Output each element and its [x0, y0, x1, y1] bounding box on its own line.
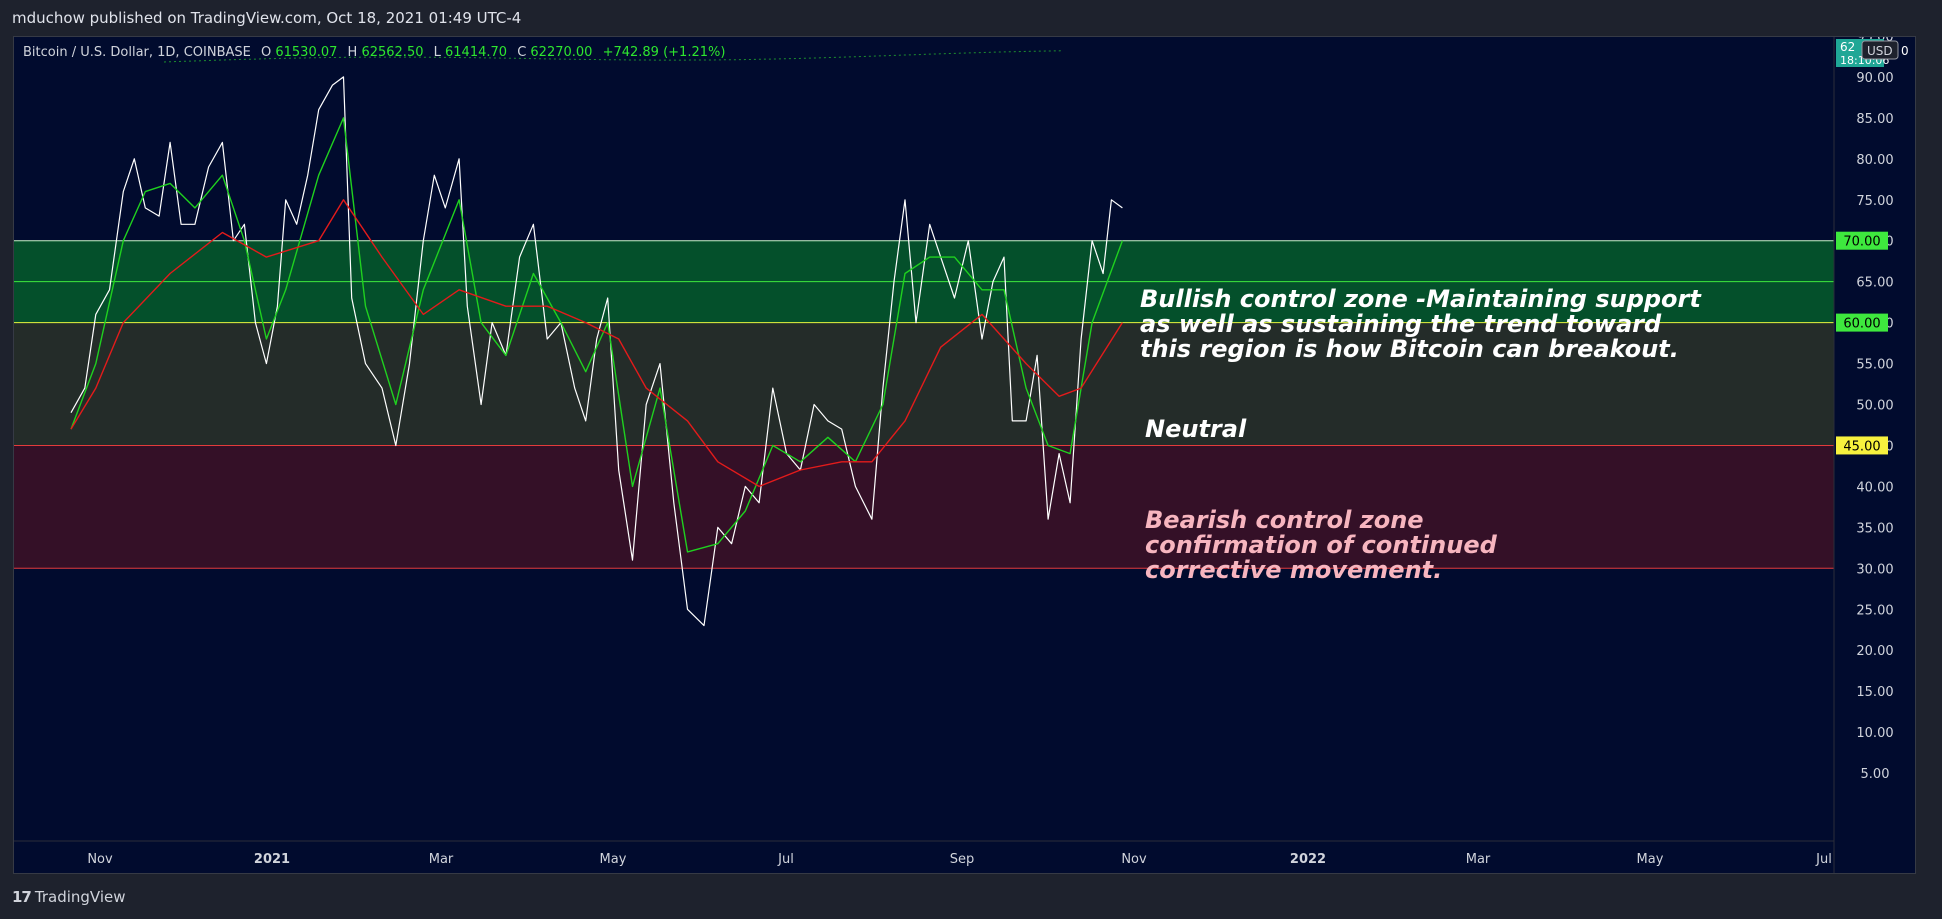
legend-close: 62270.00	[530, 45, 592, 60]
x-tick-label: May	[1637, 852, 1664, 867]
legend-change: +742.89 (+1.21%)	[603, 45, 726, 60]
y-tick-label: 40.00	[1856, 480, 1893, 495]
bullish-annotation-line-3: this region is how Bitcoin can breakout.	[1140, 335, 1679, 363]
level-badge-label: 70.00	[1843, 235, 1880, 250]
level-badge-60	[1836, 313, 1888, 332]
fast-ma-line	[70, 117, 1124, 553]
level-badge-label: 60.00	[1843, 317, 1880, 332]
y-tick-label: 10.00	[1856, 726, 1893, 741]
top-bar: mduchow published on TradingView.com, Oc…	[0, 0, 1942, 36]
x-tick-label: Mar	[429, 852, 454, 867]
legend-open: 61530.07	[275, 45, 337, 60]
legend-close-label: C	[517, 45, 526, 60]
bearish-annotation-line-1: Bearish control zone	[1145, 506, 1424, 534]
neutral-annotation: Neutral	[1145, 415, 1247, 443]
svg-text:Bitcoin / U.S. Dollar, 1D, COI: Bitcoin / U.S. Dollar, 1D, COINBASE O 61…	[23, 45, 725, 60]
y-tick-label: 55.00	[1856, 358, 1893, 373]
tradingview-logo-icon[interactable]: 17	[12, 888, 32, 906]
x-ticks: Nov 2021 Mar May Jul Sep Nov 2022 Mar May Jul	[87, 852, 1832, 867]
y-tick-label: 65.00	[1856, 276, 1893, 291]
legend-open-label: O	[261, 45, 271, 60]
bullish-annotation-line-2: as well as sustaining the trend toward	[1140, 310, 1662, 338]
level-badge-70	[1836, 231, 1888, 250]
legend: Bitcoin / U.S. Dollar, 1D, COINBASE O 61…	[23, 45, 725, 60]
legend-high: 62562.50	[361, 45, 423, 60]
y-tick-label: 85.00	[1856, 112, 1893, 127]
y-tick-label: 5.00	[1861, 767, 1890, 782]
bearish-annotation-line-2: confirmation of continued	[1145, 531, 1498, 559]
x-tick-label: Jul	[1815, 852, 1832, 867]
x-tick-label: Sep	[950, 852, 975, 867]
rsi-line	[70, 76, 1123, 627]
x-tick-label: 2021	[254, 852, 290, 867]
x-tick-label: Nov	[1121, 852, 1147, 867]
series-group	[70, 50, 1124, 627]
legend-high-label: H	[348, 45, 358, 60]
footer: 17 TradingView	[12, 886, 126, 908]
annotations: Bullish control zone -Maintaining suppor…	[1140, 285, 1702, 584]
bearish-annotation-line-3: corrective movement.	[1145, 556, 1442, 584]
x-tick-label: May	[600, 852, 627, 867]
legend-symbol: Bitcoin / U.S. Dollar, 1D, COINBASE	[23, 45, 251, 60]
x-tick-label: Nov	[87, 852, 113, 867]
y-tick-label: 35.00	[1856, 521, 1893, 536]
y-tick-label: 50.00	[1856, 399, 1893, 414]
zones	[14, 240, 1834, 569]
slow-ma-line	[70, 199, 1123, 488]
y-tick-label: 15.00	[1856, 685, 1893, 700]
x-tick-label: Jul	[777, 852, 794, 867]
published-info: mduchow published on TradingView.com, Oc…	[12, 9, 522, 27]
currency-button[interactable]	[1861, 40, 1899, 60]
legend-low: 61414.70	[445, 45, 507, 60]
bearish-zone	[14, 445, 1834, 569]
y-tick-label: 25.00	[1856, 603, 1893, 618]
price-axis[interactable]: 95.0090.0085.0080.0075.0070.0065.0060.00…	[1833, 37, 1915, 873]
y-tick-label: 90.00	[1856, 71, 1893, 86]
bullish-annotation-line-1: Bullish control zone -Maintaining suppor…	[1140, 285, 1702, 313]
level-badges: 70.00 60.00 45.00	[1836, 231, 1888, 455]
neutral-zone	[14, 322, 1834, 446]
y-tick-label: 30.00	[1856, 562, 1893, 577]
time-axis[interactable]: Nov 2021 Mar May Jul Sep Nov 2022 Mar May Jul	[14, 840, 1834, 867]
level-badge-45	[1836, 436, 1888, 455]
last-price-badge-suffix: 0	[1901, 44, 1909, 58]
rsi-chart[interactable]: Bitcoin / U.S. Dollar, 1D, COINBASE O 61…	[14, 37, 1915, 873]
price-axis-background	[1834, 37, 1915, 873]
y-tick-label: 75.00	[1856, 194, 1893, 209]
tradingview-brand[interactable]: TradingView	[34, 888, 126, 906]
last-price-badge-value: 62	[1840, 40, 1855, 54]
legend-low-label: L	[434, 45, 442, 60]
y-tick-label: 80.00	[1856, 153, 1893, 168]
chart-frame[interactable]: Bitcoin / U.S. Dollar, 1D, COINBASE O 61…	[13, 36, 1916, 874]
currency-label: USD	[1867, 44, 1893, 58]
x-tick-label: 2022	[1290, 852, 1326, 867]
y-tick-label: 20.00	[1856, 644, 1893, 659]
level-badge-label: 45.00	[1843, 439, 1880, 454]
x-tick-label: Mar	[1466, 852, 1491, 867]
